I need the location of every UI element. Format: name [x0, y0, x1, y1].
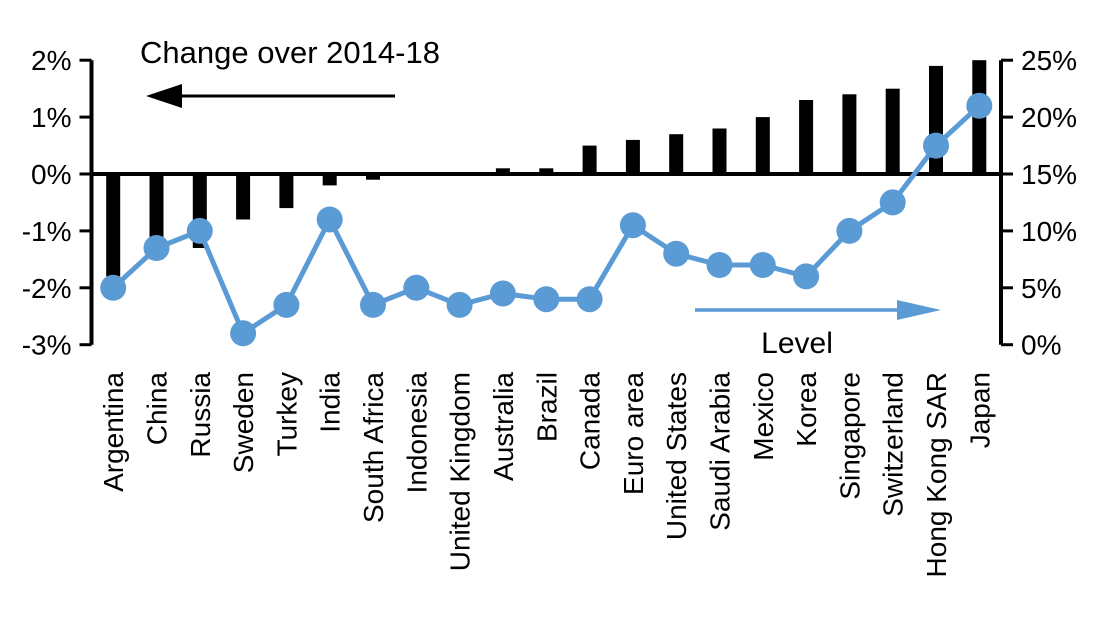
point-mexico — [749, 252, 776, 278]
bar-series-annotation-text: Change over 2014-18 — [140, 35, 440, 70]
category-label-argentina: Argentina — [98, 372, 129, 492]
right-axis-tick-label: 20% — [1021, 102, 1077, 133]
category-label-sweden: Sweden — [228, 372, 259, 473]
category-label-turkey: Turkey — [271, 372, 302, 457]
category-label-india: India — [315, 372, 346, 433]
bar-euro-area — [625, 139, 640, 174]
category-label-australia: Australia — [488, 372, 519, 481]
category-label-japan: Japan — [964, 372, 995, 448]
category-labels: Argentina China Russia Sweden Turkey India Sou… — [98, 372, 995, 578]
point-south-africa — [360, 291, 386, 318]
bar-sweden — [236, 174, 251, 220]
point-argentina — [100, 274, 127, 301]
category-label-united-kingdom: United Kingdom — [445, 372, 476, 571]
category-label-canada: Canada — [575, 372, 606, 471]
right-axis-tick-label: 10% — [1021, 216, 1077, 247]
point-united-states — [663, 240, 690, 267]
point-canada — [576, 286, 603, 313]
point-india — [316, 206, 343, 233]
point-switzerland — [879, 189, 906, 216]
line-series — [100, 92, 993, 347]
point-australia — [489, 280, 516, 307]
point-brazil — [533, 286, 560, 313]
right-axis-tick-label: 15% — [1021, 159, 1077, 190]
bar-australia — [495, 168, 510, 174]
right-axis-tick-label: 5% — [1021, 273, 1061, 304]
category-label-euro-area: Euro area — [618, 372, 649, 495]
bar-series — [106, 60, 987, 277]
point-korea — [793, 263, 820, 290]
bar-singapore — [842, 94, 857, 174]
point-saudi-arabia — [706, 252, 733, 278]
point-indonesia — [403, 274, 430, 301]
point-russia — [186, 217, 213, 244]
category-label-south-africa: South Africa — [358, 372, 389, 523]
right-arrow-head-icon — [897, 300, 941, 320]
point-euro-area — [619, 212, 646, 239]
annotation-level: Level — [695, 300, 941, 360]
left-axis-tick-label: 0% — [31, 159, 71, 190]
point-china — [143, 235, 170, 261]
line-series-annotation-text: Level — [761, 327, 833, 360]
left-arrow-head-icon — [146, 84, 182, 108]
point-singapore — [836, 217, 863, 244]
category-label-mexico: Mexico — [748, 372, 779, 461]
bar-korea — [799, 100, 814, 174]
annotation-change-over: Change over 2014-18 — [140, 35, 440, 108]
category-label-switzerland: Switzerland — [878, 372, 909, 517]
category-label-brazil: Brazil — [531, 372, 562, 442]
category-label-singapore: Singapore — [834, 372, 865, 500]
category-label-china: China — [141, 372, 172, 446]
bar-switzerland — [885, 88, 900, 174]
left-axis-tick-label: -1% — [22, 216, 72, 247]
bar-turkey — [279, 174, 294, 209]
right-axis-tick-label: 0% — [1021, 330, 1061, 361]
point-turkey — [273, 291, 300, 318]
category-label-hong-kong-sar: Hong Kong SAR — [921, 372, 952, 577]
point-sweden — [230, 320, 257, 347]
point-hong-kong-sar — [923, 132, 949, 159]
left-axis-tick-label: 1% — [31, 102, 71, 133]
bar-canada — [582, 145, 597, 174]
left-axis-tick-label: 2% — [31, 45, 71, 76]
category-label-saudi-arabia: Saudi Arabia — [704, 372, 735, 531]
bar-argentina — [106, 174, 121, 277]
left-axis-tick-label: -3% — [22, 330, 72, 361]
category-label-united-states: United States — [661, 372, 692, 540]
category-label-korea: Korea — [791, 372, 822, 447]
bar-mexico — [755, 117, 770, 174]
category-label-indonesia: Indonesia — [401, 372, 432, 494]
bar-south-africa — [366, 174, 380, 180]
point-united-kingdom — [446, 291, 473, 318]
bar-india — [322, 174, 337, 186]
left-axis-tick-label: -2% — [22, 273, 72, 304]
bar-saudi-arabia — [712, 128, 727, 174]
right-axis-tick-label: 25% — [1021, 45, 1077, 76]
point-japan — [966, 92, 993, 119]
axes: 2% 1% 0% -1% -2% -3% 25% 20% 15% 10% 5% 0% — [22, 45, 1077, 361]
bar-united-states — [669, 134, 684, 174]
category-label-russia: Russia — [185, 372, 216, 458]
bar-brazil — [539, 168, 554, 174]
